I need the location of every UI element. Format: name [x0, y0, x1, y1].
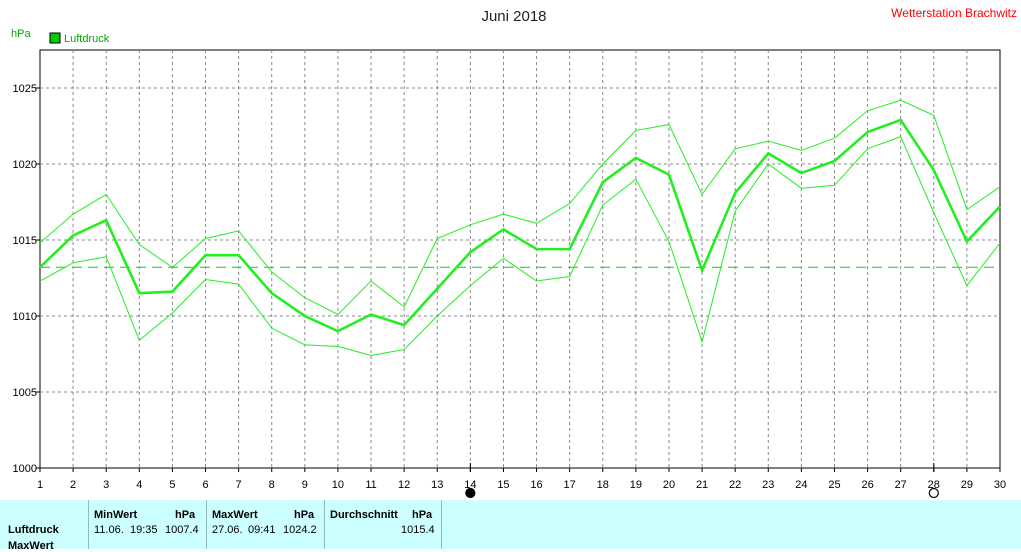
- min-unit: hPa: [175, 509, 196, 521]
- max-header: MaxWert: [212, 509, 258, 521]
- x-tick-label: 30: [994, 479, 1006, 491]
- x-tick-label: 14: [464, 479, 476, 491]
- x-tick-label: 15: [497, 479, 509, 491]
- avg-header: Durchschnitt: [330, 509, 398, 521]
- min-date: 11.06.: [94, 524, 124, 536]
- max-unit: hPa: [294, 509, 315, 521]
- series-line-min: [39, 136, 1001, 357]
- x-tick-label: 29: [961, 479, 973, 491]
- stats-divider: [206, 500, 207, 549]
- x-tick-label: 4: [136, 479, 142, 491]
- x-tick-label: 8: [269, 479, 275, 491]
- x-tick-label: 24: [795, 479, 807, 491]
- x-tick-label: 2: [70, 479, 76, 491]
- x-tick-label: 16: [530, 479, 542, 491]
- stats-table: Luftdruck MaxWert MinWert hPa 11.06. 19:…: [0, 500, 1021, 552]
- legend-swatch: [49, 32, 61, 44]
- x-tick-label: 10: [332, 479, 344, 491]
- x-tick-label: 20: [663, 479, 675, 491]
- y-tick-label: 1005: [13, 387, 37, 399]
- stats-row-label-2: MaxWert: [8, 540, 54, 552]
- chart-title: Juni 2018: [481, 8, 546, 25]
- x-tick-label: 17: [564, 479, 576, 491]
- avg-unit: hPa: [412, 509, 433, 521]
- station-name: Wetterstation Brachwitz: [891, 6, 1017, 20]
- stats-divider: [441, 500, 442, 549]
- x-tick-label: 7: [236, 479, 242, 491]
- new-moon-marker: [465, 487, 476, 499]
- x-tick-label: 28: [928, 479, 940, 491]
- y-tick-label: 1010: [13, 311, 37, 323]
- x-tick-label: 26: [861, 479, 873, 491]
- y-tick-label: 1000: [13, 463, 37, 475]
- x-tick-label: 27: [895, 479, 907, 491]
- max-time: 09:41: [248, 524, 276, 536]
- stats-divider: [324, 500, 325, 549]
- y-axis-unit: hPa: [11, 28, 31, 40]
- x-tick-label: 3: [103, 479, 109, 491]
- plot-area: 1 2 3 4 5 6 7 8 9 10 11 12 13 14 15 16 17 18 19 20 21 22 23 24 2…: [13, 49, 1006, 499]
- x-tick-label: 5: [169, 479, 175, 491]
- y-tick-label: 1020: [13, 159, 37, 171]
- x-tick-label: 6: [202, 479, 208, 491]
- x-tick-label: 21: [696, 479, 708, 491]
- series-line-mean: [39, 118, 1001, 333]
- min-time: 19:35: [130, 524, 158, 536]
- y-tick-label: 1025: [13, 83, 37, 95]
- x-tick-label: 9: [302, 479, 308, 491]
- x-tick-label: 1: [37, 479, 43, 491]
- max-date: 27.06.: [212, 524, 243, 536]
- series-line-max: [39, 99, 1001, 316]
- x-tick-label: 12: [398, 479, 410, 491]
- min-value: 1007.4: [165, 524, 199, 536]
- y-tick-label: 1015: [13, 235, 37, 247]
- pressure-chart: Juni 2018 Wetterstation Brachwitz hPa Lu…: [11, 6, 1017, 499]
- stats-row-label: Luftdruck: [8, 524, 59, 536]
- max-value: 1024.2: [283, 524, 317, 536]
- x-tick-label: 22: [729, 479, 741, 491]
- x-tick-label: 13: [431, 479, 443, 491]
- stats-divider: [88, 500, 89, 549]
- x-tick-label: 18: [597, 479, 609, 491]
- x-tick-label: 23: [762, 479, 774, 491]
- legend-label: Luftdruck: [64, 33, 110, 45]
- full-moon-marker: [928, 487, 939, 499]
- x-tick-label: 25: [828, 479, 840, 491]
- x-tick-label: 19: [630, 479, 642, 491]
- plot-frame: [39, 49, 1001, 469]
- min-header: MinWert: [94, 509, 138, 521]
- x-tick-label: 11: [365, 479, 376, 491]
- avg-value: 1015.4: [401, 524, 435, 536]
